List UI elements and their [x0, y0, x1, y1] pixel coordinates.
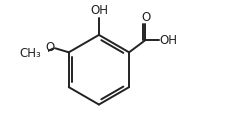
Text: O: O — [45, 41, 55, 54]
Text: OH: OH — [158, 34, 176, 47]
Text: CH₃: CH₃ — [19, 47, 41, 60]
Text: OH: OH — [90, 4, 107, 17]
Text: O: O — [141, 11, 150, 24]
